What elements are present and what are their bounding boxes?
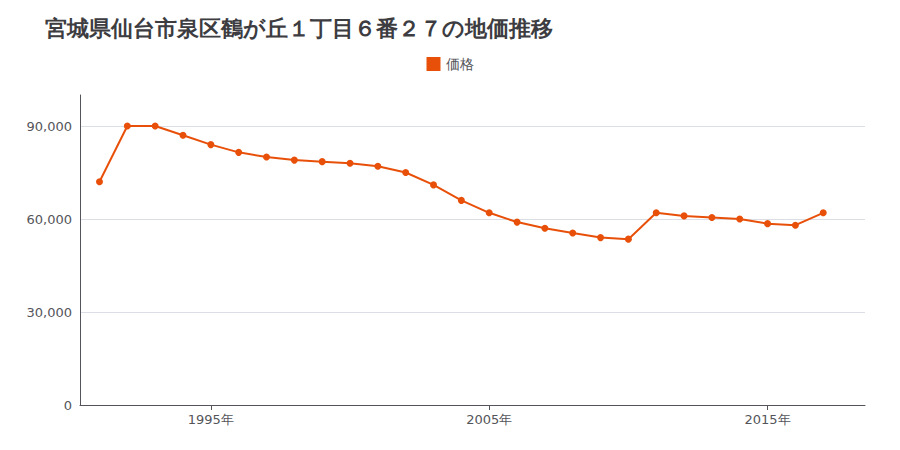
svg-text:1995年: 1995年 [188,412,234,427]
svg-text:価格: 価格 [446,56,474,72]
svg-text:0: 0 [64,398,72,413]
svg-text:宮城県仙台市泉区鶴が丘１丁目６番２７の地価推移: 宮城県仙台市泉区鶴が丘１丁目６番２７の地価推移 [45,16,553,41]
svg-text:2005年: 2005年 [466,412,512,427]
svg-text:30,000: 30,000 [27,305,73,320]
svg-text:2015年: 2015年 [745,412,791,427]
svg-text:60,000: 60,000 [27,212,73,227]
svg-text:90,000: 90,000 [27,119,73,134]
